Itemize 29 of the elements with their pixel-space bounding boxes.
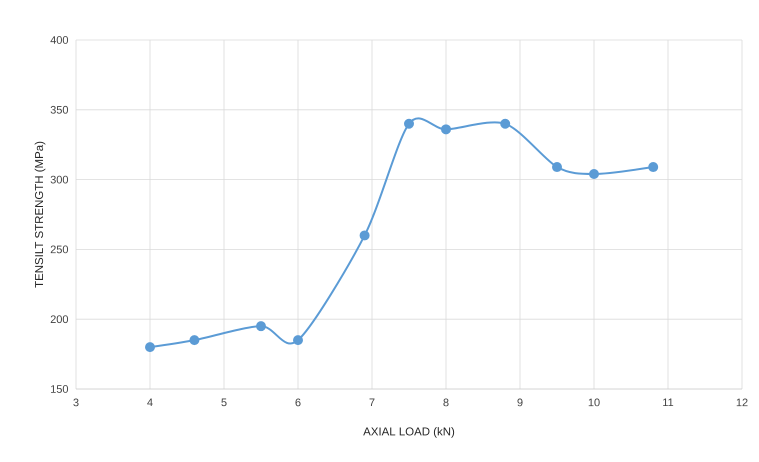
point — [189, 335, 200, 346]
x-tick-label: 11 — [663, 398, 674, 406]
point — [441, 124, 452, 134]
y-tick-label: 300 — [50, 176, 68, 184]
point — [552, 162, 562, 172]
x-tick-label: 3 — [73, 398, 79, 406]
x-tick-label: 10 — [588, 398, 600, 406]
x-axis-title: AXIAL LOAD (kN) — [363, 427, 454, 438]
x-tick-label: 12 — [736, 398, 748, 406]
x-tick-label: 5 — [221, 398, 227, 406]
y-tick-label: 150 — [51, 385, 68, 393]
point — [589, 169, 600, 180]
x-tick-label: 9 — [517, 398, 523, 406]
point — [256, 321, 266, 332]
point — [293, 335, 303, 346]
y-tick-label: 350 — [50, 106, 68, 114]
x-tick-label: 8 — [443, 398, 449, 406]
x-tick-label: 4 — [147, 398, 153, 406]
y-axis-title: TENSILT STRENGTH (MPa) — [34, 142, 46, 288]
y-tick-label: 200 — [50, 315, 68, 324]
x-tick-label: 7 — [370, 398, 374, 406]
point — [648, 162, 658, 172]
point — [404, 118, 414, 129]
point — [145, 342, 155, 352]
x-tick-label: 6 — [296, 398, 301, 406]
point — [360, 230, 370, 240]
y-tick-label: 250 — [50, 246, 68, 254]
y-tick-label: 400 — [50, 36, 68, 44]
point — [500, 118, 510, 129]
